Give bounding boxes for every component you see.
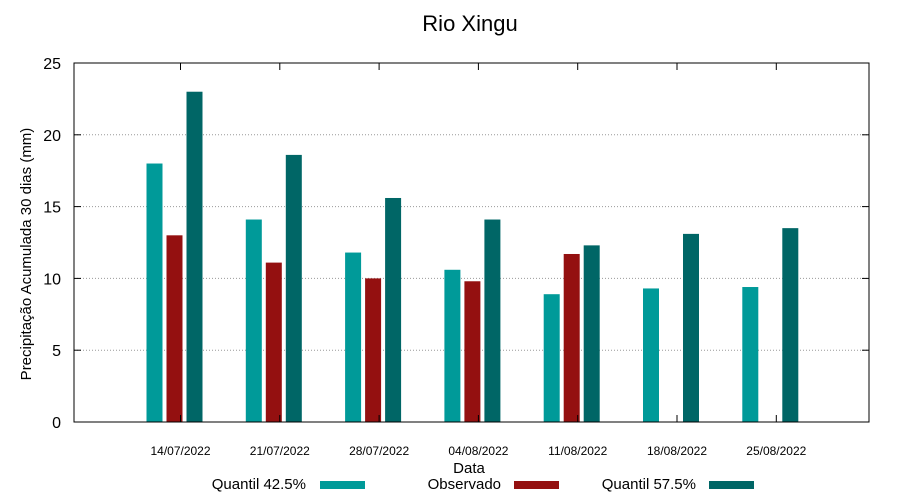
bar — [265, 262, 282, 422]
plot-frame — [73, 62, 870, 423]
y-tick-label: 10 — [43, 271, 61, 288]
bar — [444, 269, 461, 422]
y-axis: 0 5 10 15 20 25 — [43, 56, 869, 432]
gridlines — [74, 134, 869, 351]
bar — [385, 197, 402, 422]
bar — [285, 154, 302, 423]
bar — [742, 287, 759, 422]
x-axis: 14/07/2022 21/07/2022 28/07/2022 04/08/2022… — [150, 63, 807, 458]
bars-group — [146, 91, 799, 423]
x-tick-label: 04/08/2022 — [448, 444, 508, 458]
legend: Quantil 42.5% Observado Quantil 57.5% — [212, 476, 754, 493]
x-tick-label: 25/08/2022 — [746, 444, 806, 458]
bar — [543, 294, 560, 422]
legend-label: Quantil 42.5% — [212, 476, 306, 493]
bar — [583, 245, 600, 422]
x-tick-label: 28/07/2022 — [349, 444, 409, 458]
bar — [643, 288, 659, 422]
legend-swatch — [514, 481, 559, 489]
y-tick-label: 5 — [52, 343, 61, 360]
x-axis-label: Data — [453, 460, 485, 477]
y-tick-label: 25 — [43, 56, 61, 73]
y-axis-label: Precipitação Acumulada 30 dias (mm) — [18, 128, 35, 381]
x-tick-label: 21/07/2022 — [250, 444, 310, 458]
legend-label: Observado — [428, 476, 501, 493]
legend-label: Quantil 57.5% — [602, 476, 696, 493]
bar — [245, 219, 262, 422]
bar — [782, 228, 799, 422]
bar — [683, 233, 699, 422]
x-tick-label: 11/08/2022 — [548, 444, 607, 458]
y-tick-label: 20 — [43, 128, 61, 145]
y-tick-label: 15 — [43, 200, 61, 217]
x-tick-label: 18/08/2022 — [647, 444, 707, 458]
bar — [563, 253, 580, 422]
bar — [146, 163, 163, 422]
legend-swatch — [709, 481, 754, 489]
chart-title: Rio Xingu — [422, 11, 517, 36]
bar — [365, 278, 382, 422]
bar — [166, 235, 183, 422]
bar — [186, 91, 203, 422]
bar — [345, 252, 362, 422]
bar — [464, 281, 481, 422]
y-tick-label: 0 — [52, 415, 61, 432]
bar — [484, 219, 501, 422]
x-tick-label: 14/07/2022 — [150, 444, 210, 458]
legend-swatch — [320, 481, 365, 489]
